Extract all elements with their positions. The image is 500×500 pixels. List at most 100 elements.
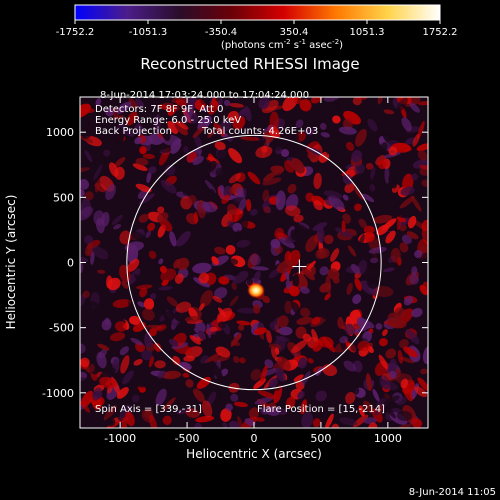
noise-blob	[419, 245, 428, 254]
noise-blob	[158, 286, 173, 291]
noise-blob	[86, 115, 99, 128]
noise-blob	[245, 198, 252, 212]
noise-blob	[377, 97, 384, 105]
noise-blob	[410, 195, 422, 212]
noise-blob	[411, 418, 423, 428]
noise-blob	[313, 172, 322, 190]
noise-blob	[363, 400, 375, 414]
noise-blob	[238, 198, 247, 212]
noise-blob	[296, 316, 313, 325]
noise-blob	[363, 225, 375, 235]
noise-blob	[162, 415, 172, 426]
noise-blob	[239, 357, 246, 364]
noise-blob	[211, 384, 230, 395]
noise-blob	[116, 101, 132, 114]
chart-title: Reconstructed RHESSI Image	[140, 55, 359, 73]
noise-blob	[172, 355, 181, 366]
noise-blob	[277, 408, 288, 415]
noise-blob	[128, 315, 141, 325]
noise-blob	[403, 346, 418, 358]
noise-blob	[390, 247, 401, 263]
noise-blob	[88, 364, 95, 373]
noise-blob	[320, 122, 327, 130]
noise-blob	[105, 184, 117, 201]
noise-blob	[134, 123, 144, 136]
noise-blob	[323, 190, 343, 199]
noise-blob	[339, 335, 349, 344]
noise-blob	[214, 287, 228, 299]
noise-blob	[158, 240, 173, 252]
noise-blob	[158, 104, 171, 111]
noise-blob	[345, 391, 356, 404]
colorbar-tick-label: -1752.2	[56, 27, 95, 38]
info-line-method: Back Projection	[95, 126, 172, 137]
noise-blob	[229, 258, 238, 265]
noise-blob	[212, 162, 220, 173]
noise-blob	[121, 417, 128, 428]
noise-blob	[230, 266, 240, 277]
noise-blob	[382, 329, 388, 337]
info-line-time: 8-Jun-2014 17:03:24.000 to 17:04:24.000	[100, 90, 309, 101]
noise-blob	[386, 192, 394, 206]
noise-blob	[234, 208, 241, 223]
noise-blob	[275, 190, 286, 211]
noise-blob	[268, 268, 280, 279]
noise-blob	[278, 326, 293, 336]
noise-blob	[313, 200, 323, 211]
noise-blob	[114, 166, 125, 180]
noise-blob	[96, 217, 105, 234]
noise-blob	[383, 109, 395, 115]
solar-limb	[126, 134, 382, 391]
y-axis-label: Heliocentric Y (arcsec)	[4, 195, 18, 330]
noise-blob	[232, 270, 249, 284]
noise-blob	[103, 149, 111, 157]
noise-blob	[236, 307, 257, 314]
noise-blob	[97, 269, 106, 274]
noise-blob	[398, 338, 409, 349]
noise-blob	[295, 119, 304, 128]
noise-blob	[368, 246, 387, 254]
noise-blob	[236, 239, 251, 248]
noise-blob	[366, 276, 379, 289]
noise-blob	[201, 132, 209, 140]
noise-blob	[264, 406, 280, 416]
noise-blob	[419, 164, 428, 171]
noise-blob	[176, 231, 191, 247]
noise-blob	[238, 324, 245, 331]
noise-blob	[130, 231, 147, 243]
colorbar-units: (photons cm-2 s-1 asec-2)	[221, 38, 343, 51]
noise-blob	[310, 407, 324, 422]
noise-blob	[274, 166, 284, 176]
noise-blob	[276, 259, 294, 274]
noise-blob	[400, 186, 415, 196]
noise-blob	[358, 405, 365, 417]
noise-blob	[206, 188, 216, 197]
spin-axis-label: Spin Axis = [339,-31]	[95, 404, 202, 415]
noise-blob	[112, 115, 125, 120]
x-axis-label: Heliocentric X (arcsec)	[186, 447, 322, 461]
info-block: 8-Jun-2014 17:03:24.000 to 17:04:24.000 …	[95, 90, 318, 137]
noise-blob	[422, 346, 428, 365]
noise-blob	[106, 275, 113, 289]
noise-blob	[346, 141, 355, 152]
noise-blob	[80, 167, 90, 173]
noise-blob	[139, 146, 147, 155]
noise-blob	[80, 343, 86, 354]
noise-blob	[115, 127, 125, 146]
noise-blob	[236, 320, 251, 326]
noise-blob	[192, 155, 204, 165]
noise-blob	[185, 408, 200, 418]
noise-blob	[253, 304, 261, 314]
noise-blob	[301, 412, 314, 428]
noise-blob	[197, 330, 206, 341]
noise-blob	[399, 196, 415, 209]
noise-blob	[244, 418, 256, 426]
noise-blob	[404, 155, 414, 166]
noise-blob	[262, 125, 274, 133]
noise-blob	[157, 206, 165, 214]
noise-blob	[397, 350, 403, 364]
noise-blob	[291, 339, 308, 353]
noise-blob	[193, 388, 205, 403]
noise-blob	[424, 316, 428, 331]
